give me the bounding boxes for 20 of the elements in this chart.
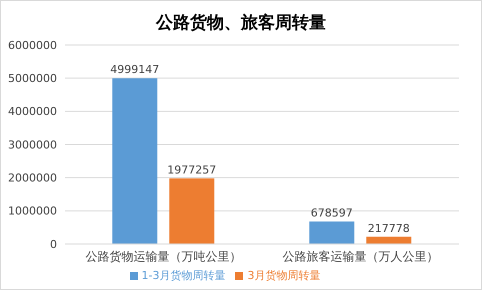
y-tick-label: 3000000: [8, 138, 57, 152]
bar: [169, 178, 214, 244]
x-tick-label: 公路旅客运输量（万人公里）: [282, 250, 438, 264]
y-tick-label: 5000000: [8, 72, 57, 86]
data-label: 4999147: [110, 63, 160, 76]
legend-label: 3月货物周转量: [247, 269, 320, 282]
data-label: 1977257: [167, 163, 216, 176]
data-label: 217778: [368, 222, 410, 235]
x-tick-label: 公路货物运输量（万吨公里）: [86, 250, 242, 264]
bar: [112, 78, 158, 244]
bar: [309, 221, 354, 244]
legend-label: 1-3月货物周转量: [142, 269, 226, 282]
bar: [366, 236, 412, 244]
y-tick-label: 0: [50, 238, 57, 251]
chart-title: 公路货物、旅客周转量: [154, 12, 327, 35]
y-tick-label: 4000000: [8, 105, 57, 118]
data-label: 678597: [310, 206, 353, 220]
y-tick-label: 6000000: [8, 38, 57, 52]
y-tick-label: 2000000: [8, 172, 57, 185]
y-tick-label: 1000000: [8, 204, 57, 218]
